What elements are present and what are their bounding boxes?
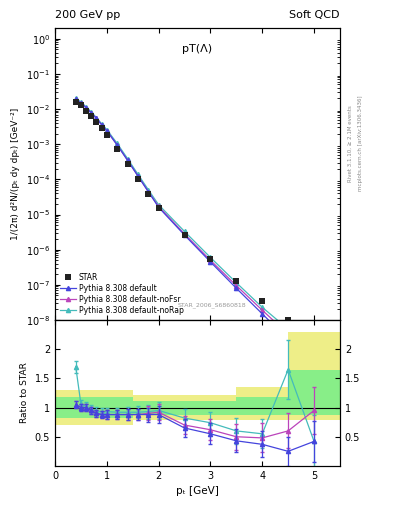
Pythia 8.308 default-noFsr [234, 283, 239, 289]
Pythia 8.308 default-noFsr [156, 203, 161, 209]
Pythia 8.308 default [79, 100, 83, 106]
Pythia 8.308 default-noRap [79, 99, 83, 105]
STAR [73, 99, 78, 105]
Pythia 8.308 default [136, 173, 140, 179]
Y-axis label: 1/(2π) d²N/(pₜ dy dpₜ) [GeV⁻²]: 1/(2π) d²N/(pₜ dy dpₜ) [GeV⁻²] [11, 108, 20, 240]
Pythia 8.308 default-noFsr [286, 331, 290, 337]
Pythia 8.308 default-noFsr [182, 231, 187, 237]
Pythia 8.308 default-noRap [156, 202, 161, 208]
Pythia 8.308 default-noFsr [99, 121, 104, 127]
Pythia 8.308 default [286, 336, 290, 343]
Pythia 8.308 default [156, 204, 161, 210]
Text: 200 GeV pp: 200 GeV pp [55, 10, 120, 20]
Legend: STAR, Pythia 8.308 default, Pythia 8.308 default-noFsr, Pythia 8.308 default-noR: STAR, Pythia 8.308 default, Pythia 8.308… [59, 271, 185, 316]
Text: STAR_2006_S6860818: STAR_2006_S6860818 [177, 303, 246, 308]
Pythia 8.308 default [99, 121, 104, 127]
Pythia 8.308 default [84, 104, 88, 111]
Pythia 8.308 default [89, 110, 94, 116]
Pythia 8.308 default [73, 96, 78, 102]
STAR [208, 255, 213, 262]
Pythia 8.308 default-noFsr [260, 307, 264, 313]
Pythia 8.308 default-noRap [115, 140, 119, 146]
Pythia 8.308 default [105, 128, 109, 134]
Line: STAR: STAR [73, 99, 317, 339]
Pythia 8.308 default [260, 311, 264, 317]
Pythia 8.308 default-noFsr [208, 257, 213, 263]
Pythia 8.308 default [125, 157, 130, 163]
Pythia 8.308 default-noFsr [146, 188, 151, 195]
Pythia 8.308 default-noRap [312, 347, 316, 353]
Pythia 8.308 default-noRap [99, 121, 104, 127]
Line: Pythia 8.308 default: Pythia 8.308 default [73, 97, 316, 365]
Pythia 8.308 default-noFsr [84, 104, 88, 111]
Pythia 8.308 default [146, 188, 151, 195]
STAR [312, 333, 316, 339]
Pythia 8.308 default [182, 232, 187, 238]
STAR [260, 298, 264, 304]
Pythia 8.308 default [208, 259, 213, 265]
Pythia 8.308 default-noRap [260, 304, 264, 310]
Pythia 8.308 default-noRap [125, 156, 130, 162]
Pythia 8.308 default-noRap [105, 126, 109, 133]
STAR [99, 125, 104, 132]
Pythia 8.308 default [234, 285, 239, 291]
Pythia 8.308 default-noFsr [73, 96, 78, 102]
Text: pT(Λ): pT(Λ) [182, 44, 213, 54]
STAR [125, 161, 130, 167]
Text: mcplots.cern.ch [arXiv:1306.3436]: mcplots.cern.ch [arXiv:1306.3436] [358, 96, 363, 191]
Pythia 8.308 default-noRap [73, 95, 78, 101]
Pythia 8.308 default-noFsr [115, 142, 119, 148]
Pythia 8.308 default-noFsr [105, 128, 109, 134]
Pythia 8.308 default-noFsr [312, 353, 316, 359]
X-axis label: pₜ [GeV]: pₜ [GeV] [176, 486, 219, 496]
Text: Rivet 3.1.10, ≥ 2.1M events: Rivet 3.1.10, ≥ 2.1M events [348, 105, 353, 182]
STAR [79, 102, 83, 108]
Pythia 8.308 default-noRap [84, 104, 88, 110]
Pythia 8.308 default [312, 360, 316, 366]
Pythia 8.308 default-noFsr [79, 100, 83, 106]
Pythia 8.308 default-noFsr [94, 115, 99, 121]
STAR [234, 278, 239, 284]
STAR [286, 317, 290, 323]
Pythia 8.308 default-noRap [182, 228, 187, 234]
Pythia 8.308 default-noRap [146, 186, 151, 193]
Pythia 8.308 default-noRap [136, 171, 140, 177]
STAR [89, 113, 94, 119]
Pythia 8.308 default-noRap [94, 115, 99, 121]
Line: Pythia 8.308 default-noRap: Pythia 8.308 default-noRap [73, 96, 316, 352]
Pythia 8.308 default-noFsr [136, 173, 140, 179]
STAR [182, 231, 187, 238]
STAR [146, 191, 151, 197]
Pythia 8.308 default [115, 142, 119, 148]
Pythia 8.308 default [94, 115, 99, 121]
Pythia 8.308 default-noRap [89, 109, 94, 115]
Pythia 8.308 default-noRap [286, 326, 290, 332]
Pythia 8.308 default-noFsr [89, 110, 94, 116]
STAR [156, 205, 161, 211]
STAR [136, 176, 140, 182]
Pythia 8.308 default-noRap [234, 280, 239, 286]
STAR [94, 119, 99, 125]
STAR [84, 108, 88, 114]
Text: Soft QCD: Soft QCD [290, 10, 340, 20]
Pythia 8.308 default-noRap [208, 254, 213, 261]
Pythia 8.308 default-noFsr [125, 157, 130, 163]
Y-axis label: Ratio to STAR: Ratio to STAR [20, 362, 29, 423]
Line: Pythia 8.308 default-noFsr: Pythia 8.308 default-noFsr [73, 97, 316, 358]
STAR [105, 132, 109, 138]
STAR [115, 145, 119, 152]
